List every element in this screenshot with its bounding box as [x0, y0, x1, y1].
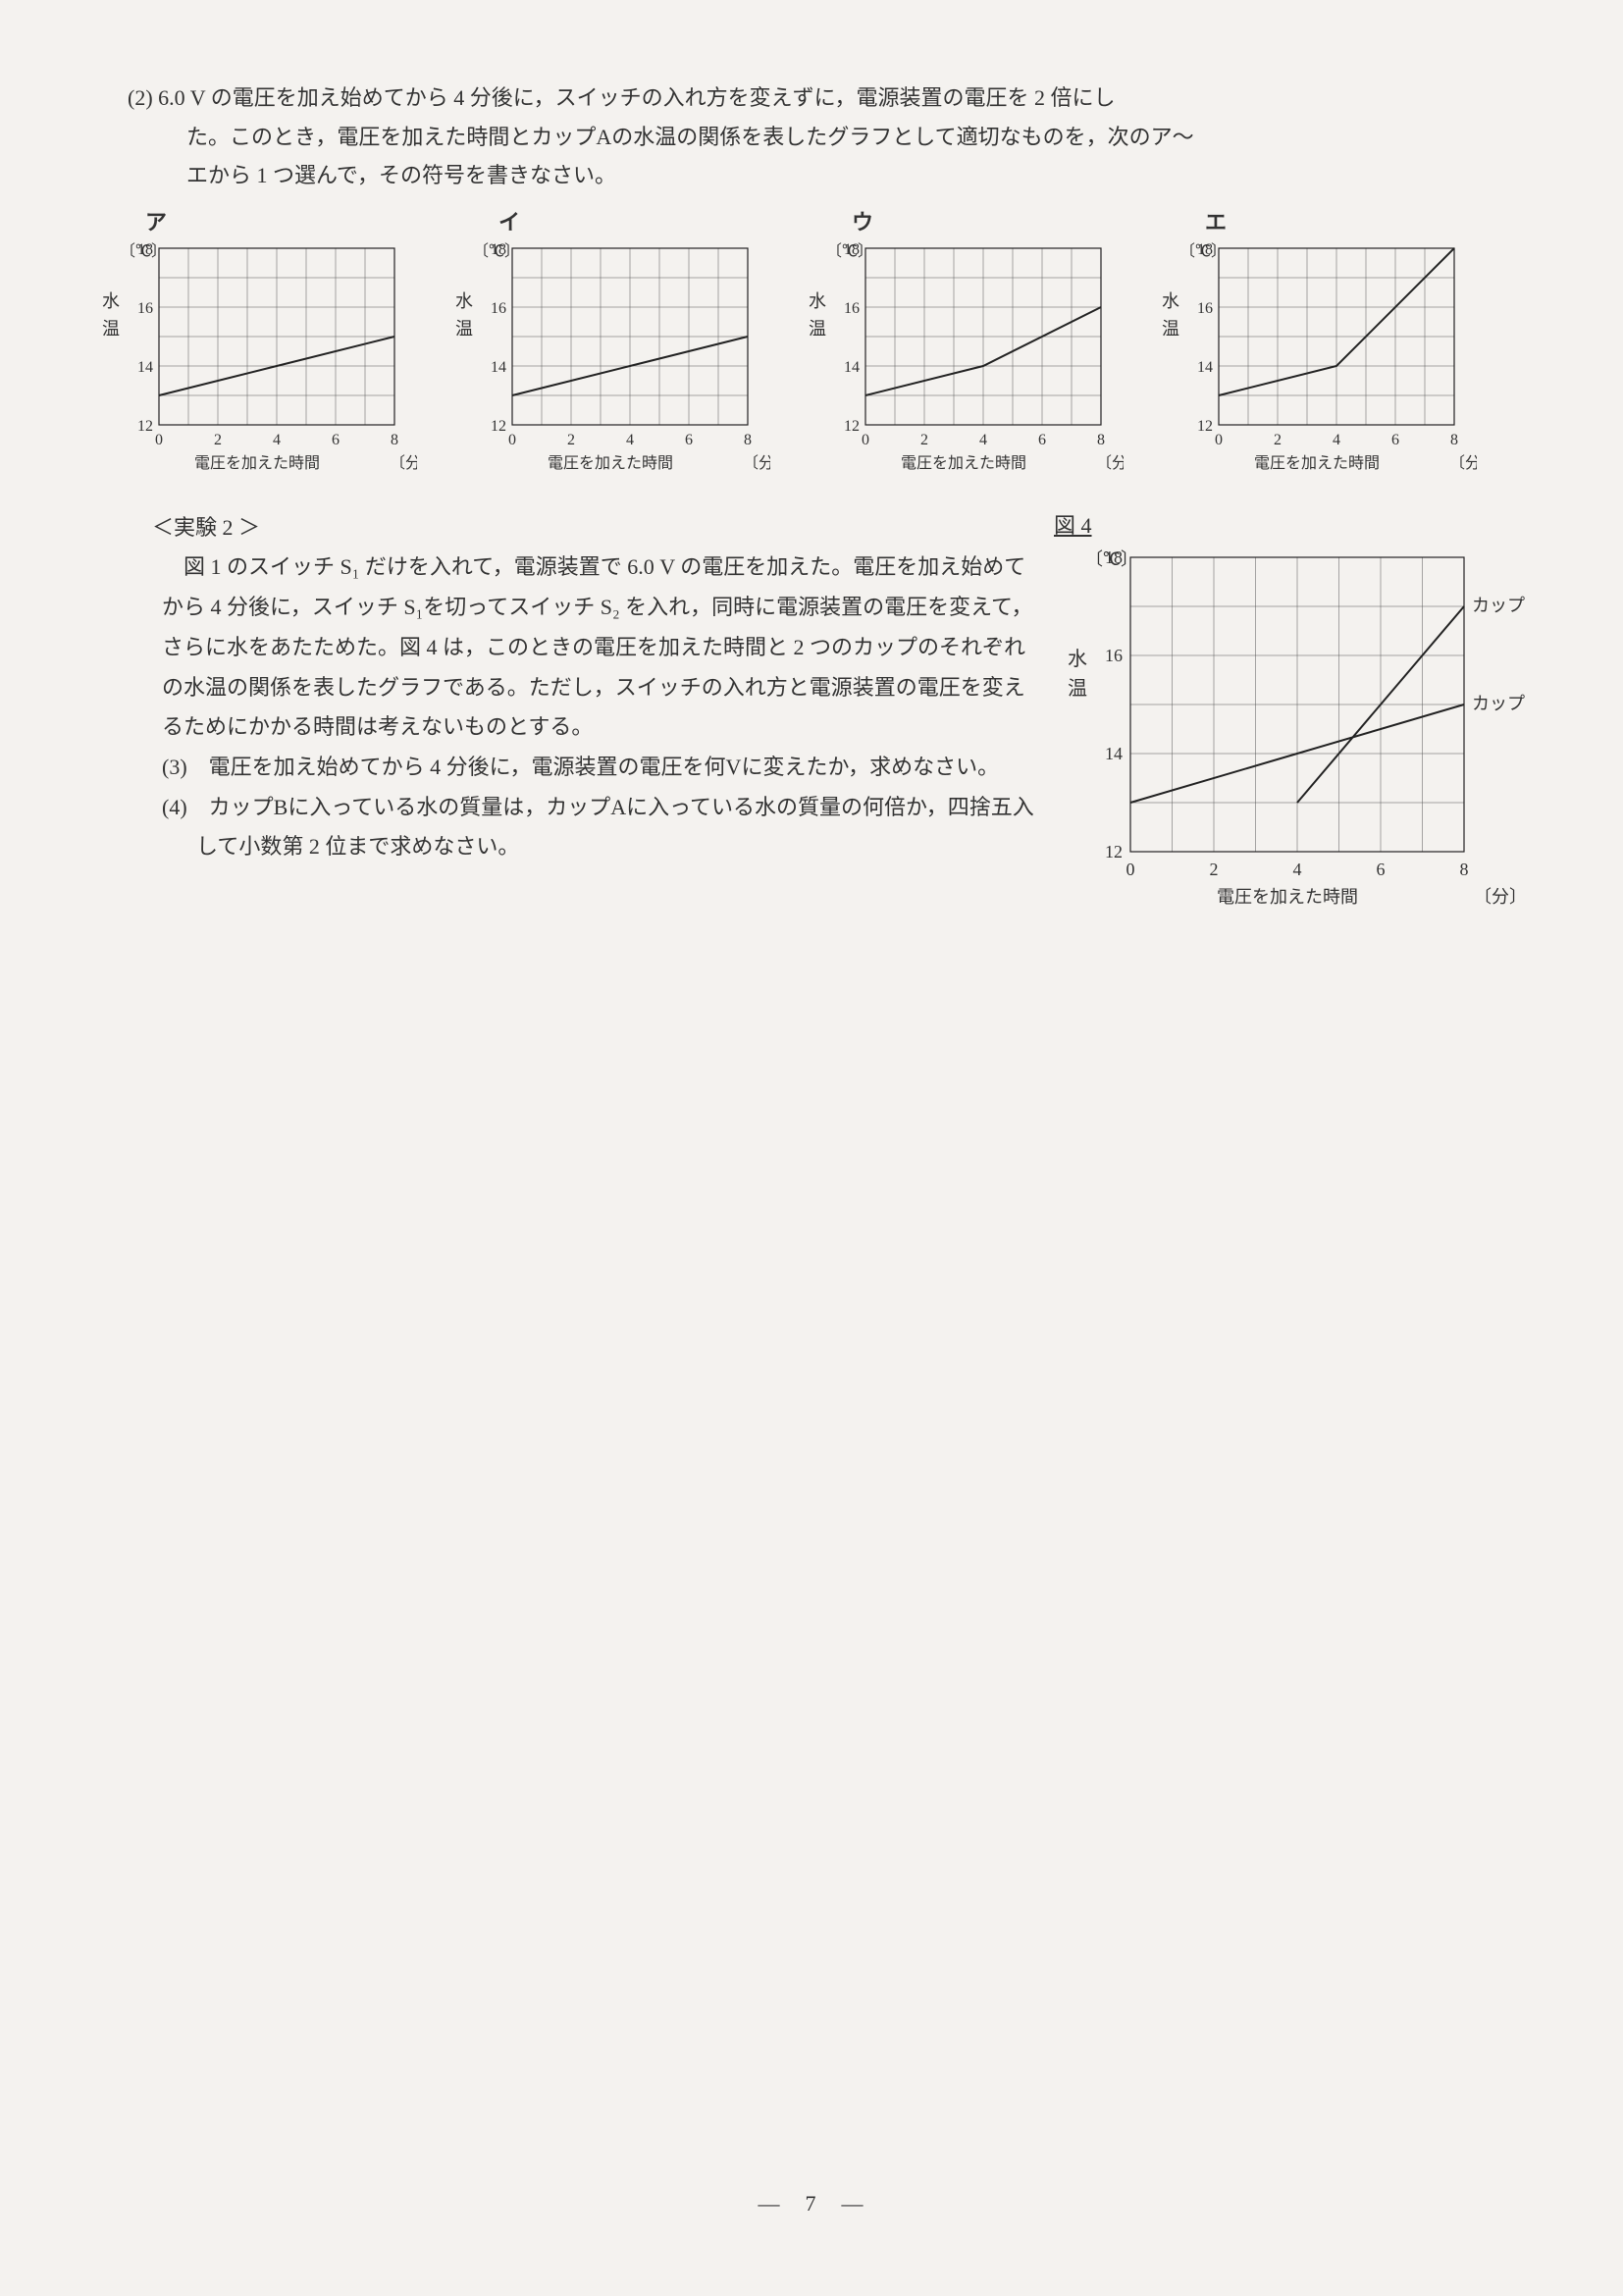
chart-svg-e: 〔℃〕1214161802468水温電圧を加えた時間〔分〕	[1148, 238, 1477, 484]
svg-text:〔分〕: 〔分〕	[1449, 454, 1477, 472]
svg-text:〔分〕: 〔分〕	[743, 454, 770, 472]
chart-svg-a: 〔℃〕1214161802468水温電圧を加えた時間〔分〕	[88, 238, 417, 484]
svg-text:温: 温	[1162, 319, 1179, 339]
svg-text:2: 2	[1274, 432, 1282, 448]
q2-line2: た。このとき，電圧を加えた時間とカップAの水温の関係を表したグラフとして適切なも…	[128, 118, 1525, 157]
svg-text:6: 6	[332, 432, 340, 448]
svg-text:14: 14	[844, 359, 860, 376]
svg-text:2: 2	[567, 432, 575, 448]
svg-text:温: 温	[809, 319, 826, 339]
svg-text:〔分〕: 〔分〕	[1096, 454, 1124, 472]
svg-text:電圧を加えた時間: 電圧を加えた時間	[194, 454, 320, 472]
figure-4-title: 図 4	[1054, 508, 1525, 540]
svg-text:2: 2	[214, 432, 222, 448]
svg-text:電圧を加えた時間: 電圧を加えた時間	[1217, 887, 1358, 907]
svg-text:2: 2	[1210, 860, 1219, 879]
svg-text:4: 4	[1293, 860, 1302, 879]
chart-label-a: ア	[145, 205, 167, 236]
svg-text:12: 12	[1105, 842, 1123, 861]
svg-text:12: 12	[491, 418, 506, 435]
chart-option-i: イ 〔℃〕1214161802468水温電圧を加えた時間〔分〕	[442, 205, 770, 484]
svg-text:18: 18	[1105, 548, 1123, 567]
svg-text:温: 温	[1068, 677, 1087, 700]
q2-number: (2)	[128, 85, 153, 110]
svg-text:水: 水	[809, 291, 826, 311]
experiment-2-section: ＜実験 2 ＞ 図 1 のスイッチ S₁ だけを入れて，電源装置で 6.0 V …	[118, 508, 1525, 916]
chart-option-u: ウ 〔℃〕1214161802468水温電圧を加えた時間〔分〕	[795, 205, 1124, 484]
svg-text:温: 温	[455, 319, 473, 339]
svg-text:電圧を加えた時間: 電圧を加えた時間	[548, 454, 673, 472]
svg-text:0: 0	[508, 432, 516, 448]
svg-text:水: 水	[455, 291, 473, 311]
svg-text:16: 16	[137, 300, 153, 317]
svg-text:12: 12	[844, 418, 860, 435]
svg-text:〔分〕: 〔分〕	[1474, 887, 1525, 907]
svg-text:8: 8	[391, 432, 398, 448]
svg-text:16: 16	[1197, 300, 1213, 317]
q2-line1: 6.0 V の電圧を加え始めてから 4 分後に，スイッチの入れ方を変えずに，電源…	[158, 85, 1115, 110]
svg-text:14: 14	[1197, 359, 1213, 376]
chart-label-i: イ	[498, 205, 520, 236]
svg-text:0: 0	[1215, 432, 1223, 448]
svg-text:カップA: カップA	[1472, 694, 1525, 713]
svg-text:14: 14	[491, 359, 506, 376]
svg-text:16: 16	[491, 300, 506, 317]
svg-text:6: 6	[685, 432, 693, 448]
svg-text:8: 8	[1450, 432, 1458, 448]
svg-text:18: 18	[491, 241, 506, 258]
question-3: (3) 電圧を加え始めてから 4 分後に，電源装置の電圧を何Vに変えたか，求めな…	[186, 748, 1034, 788]
svg-text:電圧を加えた時間: 電圧を加えた時間	[1254, 454, 1380, 472]
option-charts-row: ア 〔℃〕1214161802468水温電圧を加えた時間〔分〕 イ 〔℃〕121…	[88, 205, 1525, 484]
svg-text:4: 4	[273, 432, 281, 448]
exp2-heading: ＜実験 2 ＞	[152, 508, 1034, 548]
chart-option-a: ア 〔℃〕1214161802468水温電圧を加えた時間〔分〕	[88, 205, 417, 484]
svg-text:水: 水	[1162, 291, 1179, 311]
svg-text:水: 水	[102, 291, 120, 311]
svg-text:水: 水	[1068, 648, 1087, 670]
svg-text:〔分〕: 〔分〕	[390, 454, 417, 472]
chart-label-e: エ	[1205, 205, 1227, 236]
svg-text:4: 4	[626, 432, 634, 448]
svg-text:18: 18	[1197, 241, 1213, 258]
svg-text:2: 2	[920, 432, 928, 448]
exp2-p1: 図 1 のスイッチ S₁ だけを入れて，電源装置で 6.0 V の電圧を加えた。…	[152, 548, 1034, 747]
figure-4-svg: 〔℃〕1214161802468水温電圧を加えた時間〔分〕カップAカップB	[1054, 544, 1525, 916]
svg-text:12: 12	[1197, 418, 1213, 435]
svg-text:0: 0	[155, 432, 163, 448]
svg-text:16: 16	[1105, 646, 1123, 665]
svg-text:6: 6	[1377, 860, 1386, 879]
svg-text:8: 8	[744, 432, 752, 448]
svg-text:カップB: カップB	[1472, 596, 1525, 615]
svg-text:6: 6	[1391, 432, 1399, 448]
svg-text:18: 18	[844, 241, 860, 258]
page-number: — 7 —	[0, 2186, 1623, 2218]
chart-option-e: エ 〔℃〕1214161802468水温電圧を加えた時間〔分〕	[1148, 205, 1477, 484]
question-2-text: (2) 6.0 V の電圧を加え始めてから 4 分後に，スイッチの入れ方を変えず…	[128, 78, 1525, 195]
svg-text:8: 8	[1460, 860, 1469, 879]
svg-text:14: 14	[137, 359, 153, 376]
experiment-2-text: ＜実験 2 ＞ 図 1 のスイッチ S₁ だけを入れて，電源装置で 6.0 V …	[118, 508, 1034, 916]
svg-text:4: 4	[1333, 432, 1340, 448]
svg-text:6: 6	[1038, 432, 1046, 448]
svg-text:16: 16	[844, 300, 860, 317]
figure-4-block: 図 4 〔℃〕1214161802468水温電圧を加えた時間〔分〕カップAカップ…	[1054, 508, 1525, 916]
q2-line3: エから 1 つ選んで，その符号を書きなさい。	[128, 156, 1525, 195]
chart-label-u: ウ	[852, 205, 873, 236]
svg-text:4: 4	[979, 432, 987, 448]
svg-text:18: 18	[137, 241, 153, 258]
question-4: (4) カップBに入っている水の質量は，カップAに入っている水の質量の何倍か，四…	[186, 788, 1034, 867]
chart-svg-u: 〔℃〕1214161802468水温電圧を加えた時間〔分〕	[795, 238, 1124, 484]
svg-text:12: 12	[137, 418, 153, 435]
svg-text:0: 0	[862, 432, 869, 448]
svg-text:14: 14	[1105, 744, 1123, 763]
svg-text:温: 温	[102, 319, 120, 339]
chart-svg-i: 〔℃〕1214161802468水温電圧を加えた時間〔分〕	[442, 238, 770, 484]
svg-text:電圧を加えた時間: 電圧を加えた時間	[901, 454, 1026, 472]
svg-text:0: 0	[1126, 860, 1135, 879]
svg-text:8: 8	[1097, 432, 1105, 448]
